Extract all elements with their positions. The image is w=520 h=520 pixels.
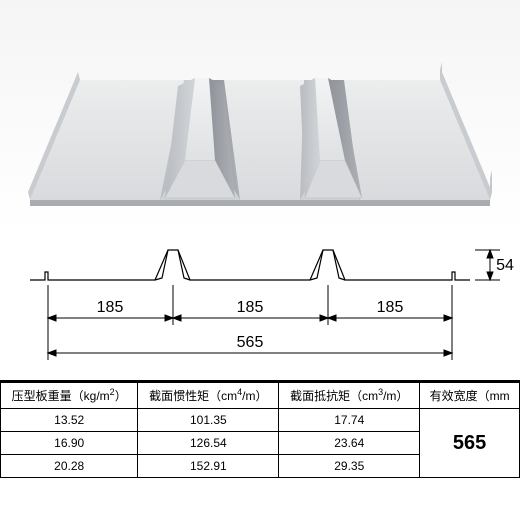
- product-render: [0, 0, 520, 230]
- cell-section: 17.74: [279, 409, 420, 432]
- dim-seg3: 185: [377, 299, 404, 316]
- cell-weight: 16.90: [1, 432, 138, 455]
- dim-seg1: 185: [97, 299, 124, 316]
- profile-diagram: 54 185 185 185 565: [0, 230, 520, 380]
- cell-inertia: 101.35: [138, 409, 279, 432]
- cell-weight: 13.52: [1, 409, 138, 432]
- cell-inertia: 152.91: [138, 455, 279, 478]
- dim-seg2: 185: [237, 299, 264, 316]
- cell-inertia: 126.54: [138, 432, 279, 455]
- table-row: 13.52 101.35 17.74 565: [1, 409, 520, 432]
- col-section-modulus: 截面抵抗矩（cm3/m）: [279, 383, 420, 409]
- col-effective-width: 有效宽度（mm: [420, 383, 520, 409]
- cell-section: 29.35: [279, 455, 420, 478]
- cell-effective-width: 565: [420, 409, 520, 478]
- cell-weight: 20.28: [1, 455, 138, 478]
- spec-table: 压型板重量（kg/m2） 截面惯性矩（cm4/m） 截面抵抗矩（cm3/m） 有…: [0, 380, 520, 478]
- col-weight: 压型板重量（kg/m2）: [1, 383, 138, 409]
- dim-total: 565: [237, 334, 264, 351]
- cell-section: 23.64: [279, 432, 420, 455]
- col-inertia: 截面惯性矩（cm4/m）: [138, 383, 279, 409]
- dim-height: 54: [496, 257, 514, 274]
